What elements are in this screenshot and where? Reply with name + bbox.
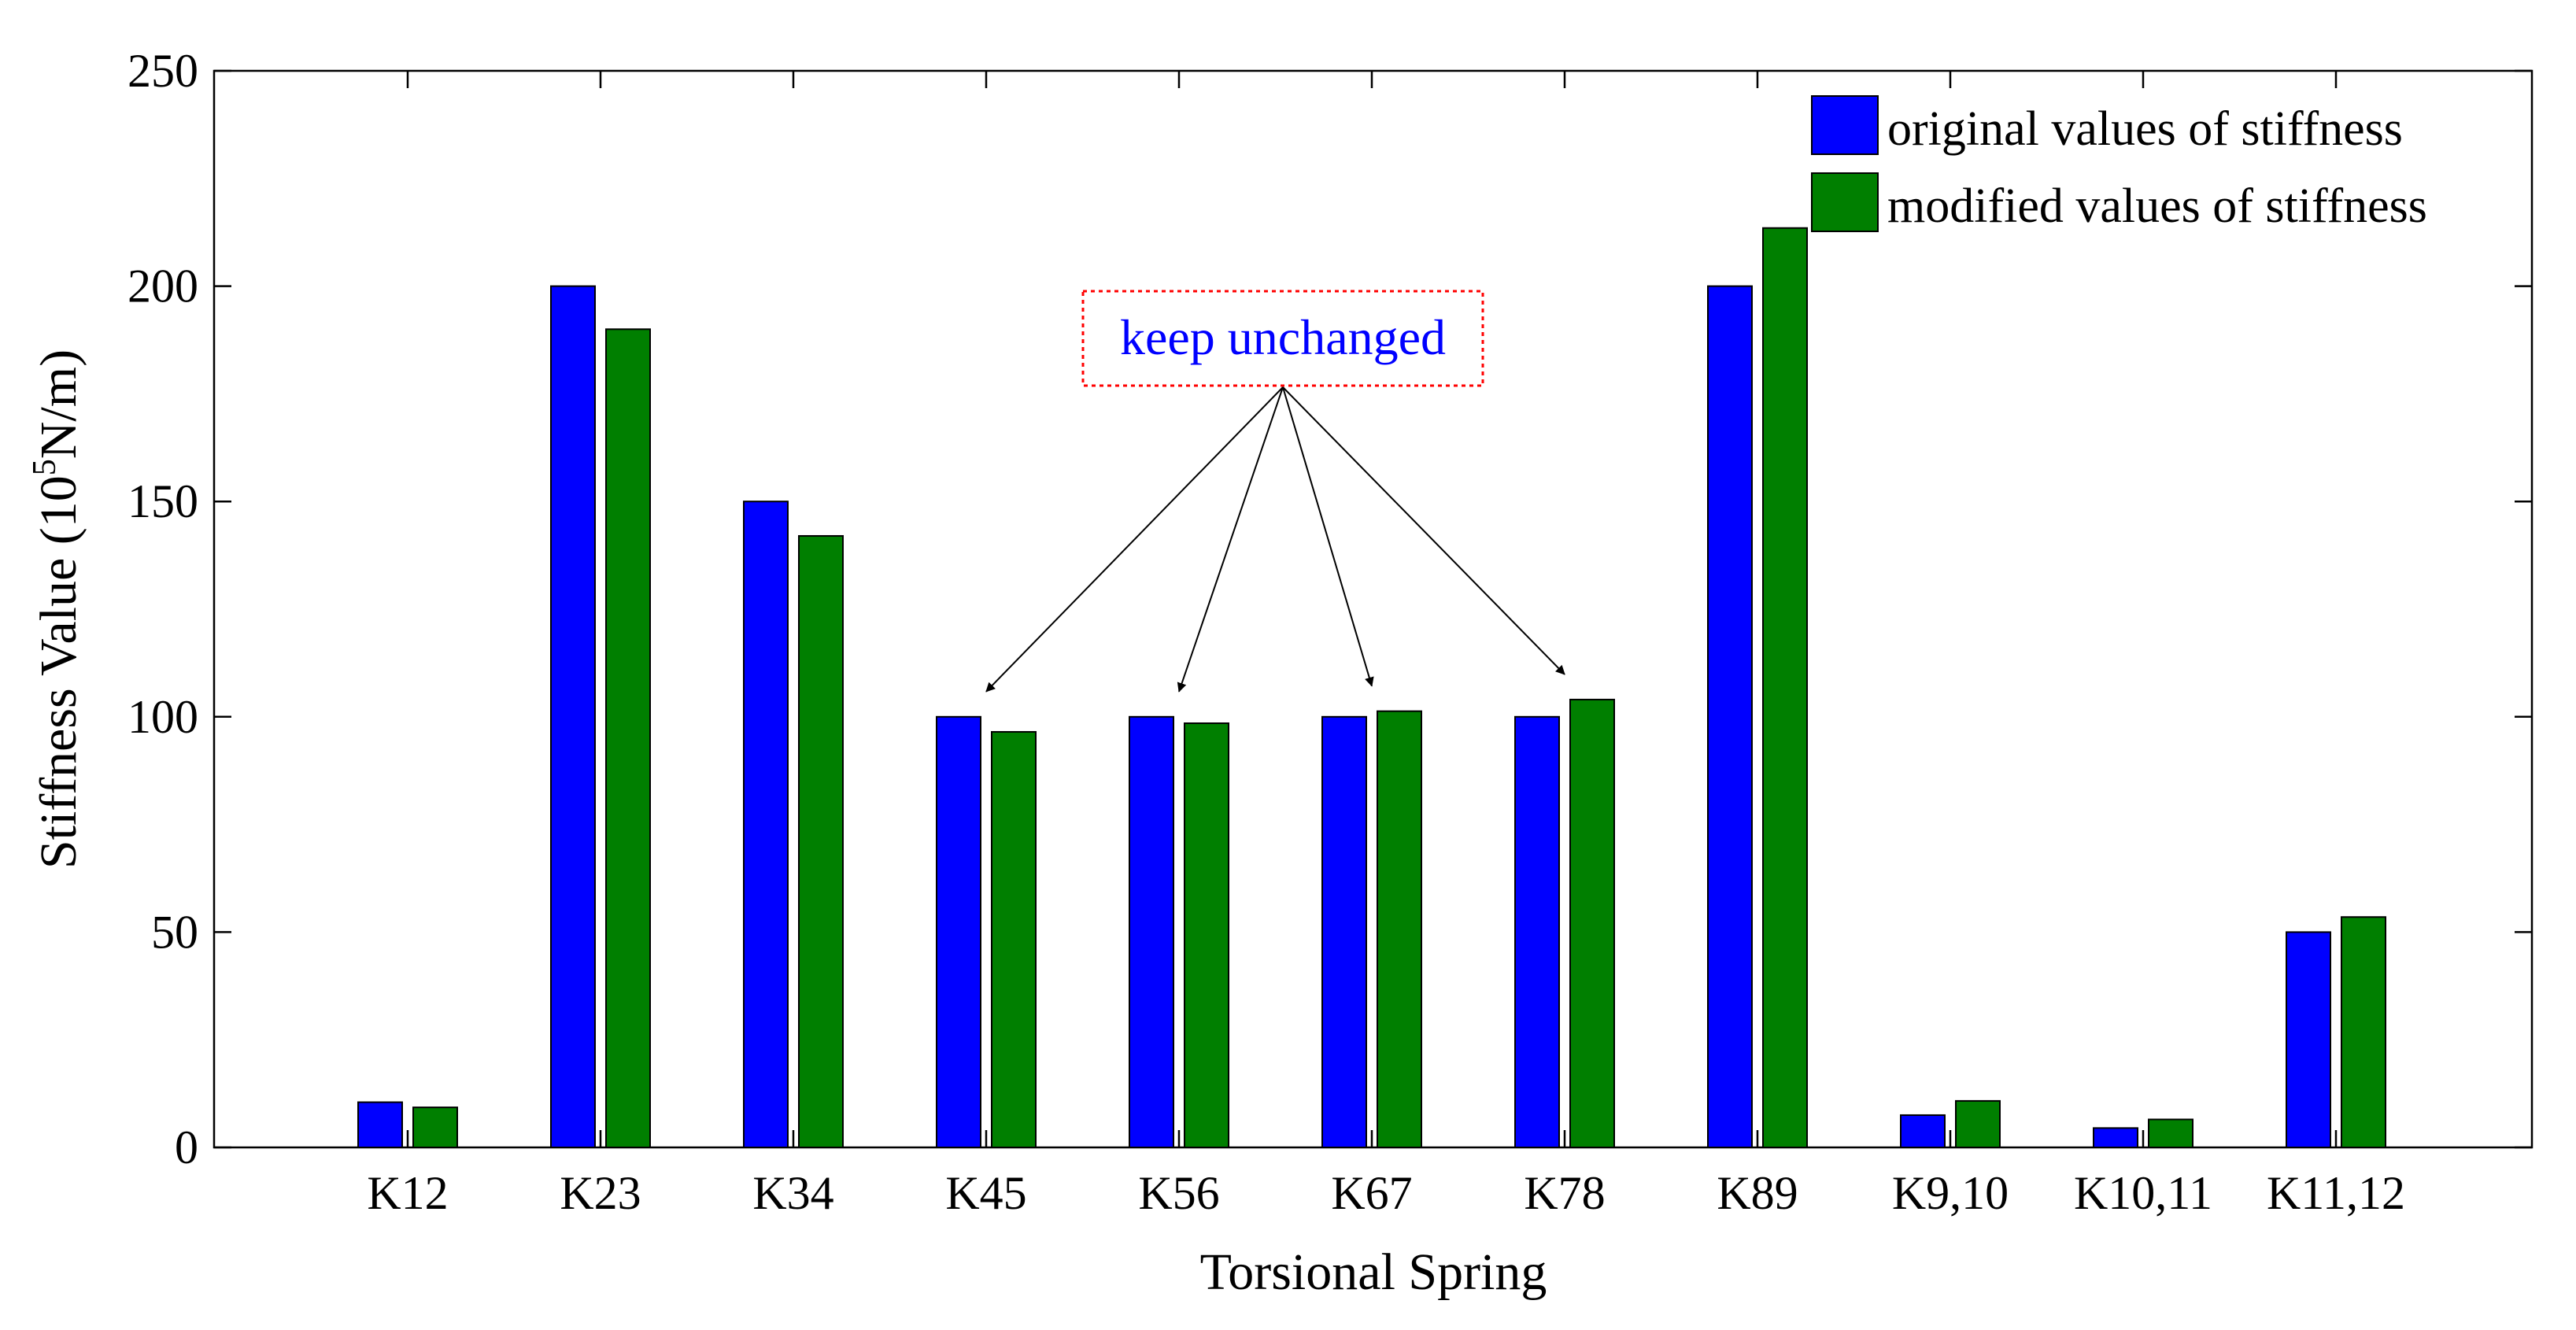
y-tick-label: 200 (128, 260, 198, 312)
annotation-arrows (985, 386, 1565, 693)
bar-original-K78 (1514, 715, 1560, 1148)
x-tick-label: K9,10 (1892, 1167, 2009, 1219)
y-tick-label: 100 (128, 691, 198, 743)
bar-modified-K23 (605, 328, 651, 1149)
bar-original-K10,11 (2093, 1127, 2138, 1148)
bar-modified-K10,11 (2148, 1118, 2193, 1149)
legend-swatch-original (1811, 95, 1879, 155)
x-tick-labels: K12 K23 K34 K45 K56 K67 K78 K89 K9,10 K10,11 K11,1… (367, 1167, 2405, 1219)
y-tick-label: 50 (151, 906, 198, 958)
annotation-text: keep unchanged (1120, 309, 1446, 365)
x-tick-label: K67 (1331, 1167, 1412, 1219)
y-tick-label: 150 (128, 475, 198, 527)
y-tick-labels: 0 50 100 150 200 250 (128, 45, 198, 1173)
bar-original-K34 (743, 501, 789, 1148)
bar-original-K11,12 (2286, 931, 2331, 1149)
bar-modified-K12 (412, 1106, 458, 1148)
bar-original-K67 (1321, 715, 1367, 1148)
bar-original-K9,10 (1900, 1114, 1946, 1148)
y-axis-title-exponent: 5 (27, 459, 63, 475)
x-tick-label: K11,12 (2267, 1167, 2405, 1219)
x-tick-label: K89 (1717, 1167, 1798, 1219)
bar-original-K45 (936, 715, 981, 1148)
bar-modified-K56 (1184, 722, 1229, 1148)
axis-ticks (214, 69, 2532, 1149)
bar-modified-K9,10 (1955, 1099, 2001, 1148)
bar-original-K12 (357, 1101, 403, 1148)
annotation-arrow-K67 (1282, 386, 1374, 687)
plot-area (213, 69, 2533, 1149)
x-tick-label: K56 (1138, 1167, 1219, 1219)
bars-group (357, 227, 2386, 1149)
legend-label-modified: modified values of stiffness (1887, 179, 2427, 233)
bar-modified-K11,12 (2341, 916, 2386, 1149)
legend: original values of stiffness modified va… (1811, 95, 2427, 233)
annotation-arrow-K45 (985, 386, 1284, 693)
keep-unchanged-annotation: keep unchanged (985, 290, 1565, 693)
legend-swatch-modified (1811, 172, 1879, 232)
x-tick-label: K34 (752, 1167, 833, 1219)
x-tick-label: K45 (945, 1167, 1026, 1219)
y-axis-title-suffix: N/m) (30, 349, 87, 459)
annotation-arrow-K56 (1177, 386, 1284, 693)
bar-modified-K89 (1762, 227, 1808, 1148)
bar-original-K56 (1129, 715, 1174, 1148)
bar-original-K23 (550, 285, 596, 1149)
x-tick-label: K78 (1524, 1167, 1605, 1219)
annotation-arrow-K78 (1282, 386, 1565, 675)
bar-modified-K45 (991, 730, 1037, 1148)
legend-label-original: original values of stiffness (1887, 102, 2403, 156)
bar-modified-K34 (798, 534, 844, 1148)
y-tick-label: 250 (128, 45, 198, 97)
x-tick-label: K12 (367, 1167, 448, 1219)
y-axis-title: Stiffness Value (105N/m) (27, 349, 87, 869)
x-axis-title: Torsional Spring (1200, 1243, 1547, 1301)
annotation-box (1081, 290, 1484, 387)
y-axis-title-prefix: Stiffness Value (10 (30, 475, 87, 869)
x-tick-label: K23 (560, 1167, 641, 1219)
bar-original-K89 (1707, 285, 1753, 1149)
bar-modified-K67 (1377, 710, 1422, 1148)
bar-modified-K78 (1569, 698, 1615, 1148)
x-tick-label: K10,11 (2074, 1167, 2212, 1219)
y-tick-label: 0 (175, 1121, 198, 1173)
